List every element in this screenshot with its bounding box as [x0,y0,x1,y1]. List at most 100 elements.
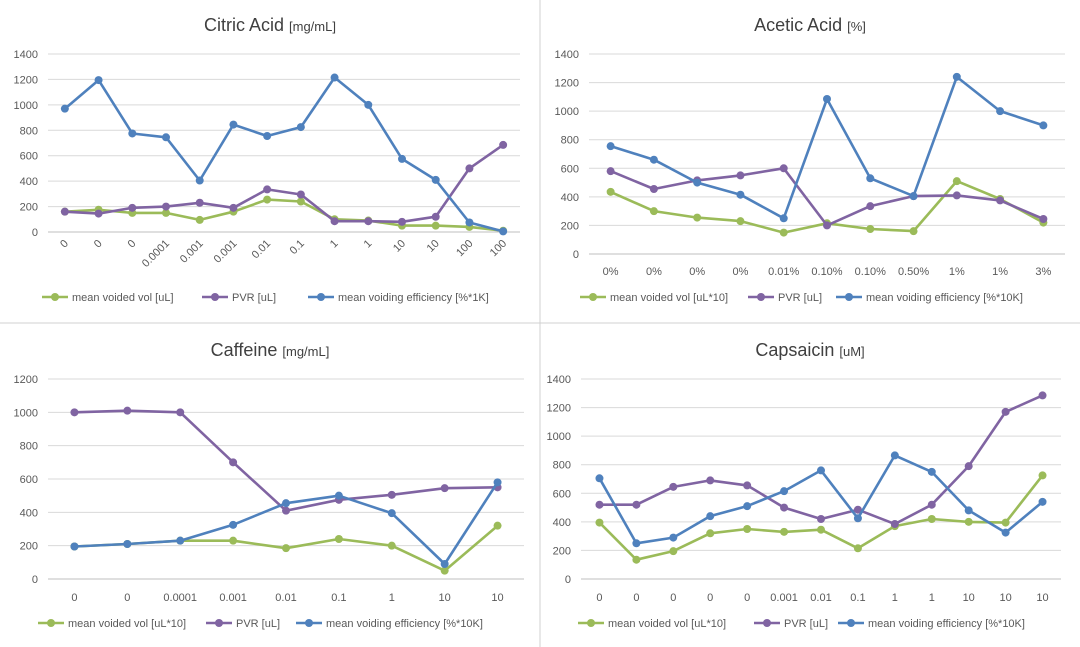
data-point [853,544,862,553]
data-point [706,529,715,538]
legend-label: mean voiding efficiency [%*1K] [338,292,489,304]
y-tick-label: 1400 [14,49,38,61]
legend-marker [215,619,223,627]
data-point [780,527,789,536]
data-point [927,500,936,509]
x-tick-label: 0.10% [855,266,886,278]
y-tick-label: 200 [20,202,38,214]
y-tick-label: 1000 [547,431,571,443]
data-point [595,518,604,527]
series-line-2 [64,143,504,224]
data-point [853,514,862,523]
x-tick-label: 0.01 [275,592,296,604]
data-point [465,218,474,227]
data-point [1039,215,1048,223]
y-tick-label: 0 [573,249,579,261]
data-point [606,142,615,151]
series-line-2 [74,409,498,513]
data-point [263,185,272,194]
series-line-1 [64,198,504,232]
data-point [229,520,238,529]
data-point [493,521,502,530]
x-tick-label: 0 [744,592,750,604]
x-tick-label: 0.50% [898,266,929,278]
y-tick-label: 600 [20,474,38,486]
x-tick-label: 0 [707,592,713,604]
x-tick-label: 0.1 [850,592,865,604]
data-point [440,484,449,493]
data-point [1001,518,1010,527]
data-point [779,214,788,223]
chart-title-text: Acetic Acid [754,15,842,35]
data-point [229,458,238,467]
x-tick-label: 0.0001 [163,592,197,604]
legend-marker [47,619,55,627]
data-point [440,566,449,575]
x-tick-label: 0.1 [331,592,346,604]
data-point [128,129,137,138]
data-point [70,542,79,551]
data-point [595,500,604,509]
x-tick-label: 10 [425,238,442,255]
x-tick-label: 0% [603,266,619,278]
y-tick-label: 1400 [555,49,579,61]
data-point [162,133,170,142]
data-point [736,190,745,199]
data-point [334,491,343,500]
chart-title: Capsaicin [uM] [755,340,864,360]
data-point [736,171,745,180]
chart-panel-3: Caffeine [mg/mL] 0 200 400 600 800 1000 1200 0 0 0.… [14,340,524,630]
y-tick-label: 0 [32,227,38,239]
legend-label: PVR [uL] [784,618,828,630]
data-point [909,192,918,201]
legend-label: mean voiding efficiency [%*10K] [866,292,1023,304]
y-tick-label: 400 [20,176,38,188]
y-tick-label: 800 [20,125,38,137]
x-tick-label: 0 [71,592,77,604]
data-point [823,221,831,230]
x-tick-label: 0.1 [288,238,307,257]
data-point [128,203,137,212]
chart-title-text: Citric Acid [204,15,284,35]
data-point [330,217,339,226]
x-tick-label: 0 [633,592,639,604]
data-point [996,107,1005,116]
legend-label: mean voiding efficiency [%*10K] [326,618,483,630]
data-point [743,481,752,490]
data-point [866,174,875,183]
x-tick-label: 0 [126,238,139,251]
x-tick-label: 1 [892,592,898,604]
data-point [263,195,272,204]
y-tick-label: 200 [561,220,579,232]
legend-marker [589,293,597,301]
data-point [649,185,658,193]
data-point [398,217,406,226]
data-point [595,474,604,483]
data-point [866,202,875,211]
y-tick-label: 1200 [14,74,38,86]
x-tick-label: 10 [963,592,975,604]
y-tick-label: 0 [565,574,571,586]
legend-marker [763,619,771,627]
y-tick-label: 800 [553,460,571,472]
x-tick-label: 0 [596,592,602,604]
data-point [60,104,69,113]
data-point [493,478,502,487]
x-tick-label: 0.001 [770,592,798,604]
data-point [123,540,132,548]
legend-label: mean voided vol [uL] [72,292,174,304]
y-tick-label: 200 [553,545,571,557]
data-point [817,466,825,475]
data-point [229,203,238,212]
data-point [780,487,789,496]
data-point [780,503,789,512]
y-tick-label: 600 [561,163,579,175]
data-point [743,525,752,533]
x-tick-label: 100 [454,238,475,259]
x-tick-label: 10 [439,592,451,604]
chart-title-text: Capsaicin [755,340,834,360]
data-point [70,408,79,417]
y-tick-label: 600 [20,151,38,163]
x-tick-label: 0% [733,266,749,278]
data-point [398,154,406,163]
